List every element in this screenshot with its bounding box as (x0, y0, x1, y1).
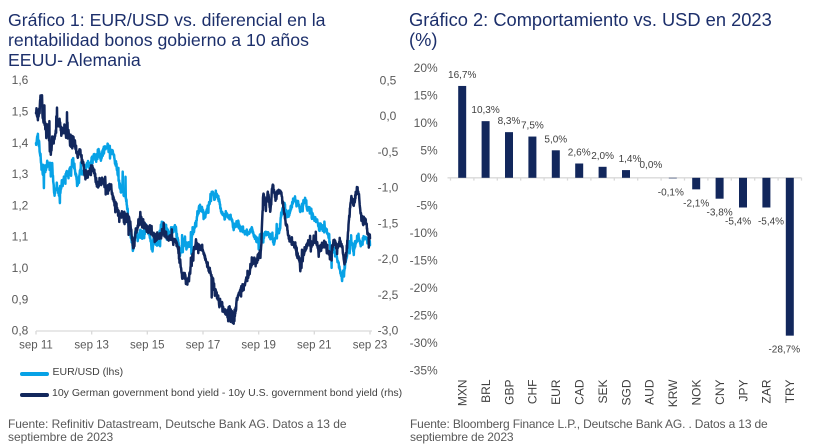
svg-text:1,2: 1,2 (12, 198, 29, 212)
svg-text:10%: 10% (414, 116, 438, 130)
svg-text:sep 13: sep 13 (74, 340, 109, 352)
svg-text:5,0%: 5,0% (544, 134, 567, 145)
svg-text:1,3: 1,3 (12, 167, 29, 181)
svg-text:-35%: -35% (410, 364, 438, 378)
svg-text:-28,7%: -28,7% (768, 345, 800, 356)
svg-text:CHF: CHF (526, 380, 540, 405)
svg-text:EUR: EUR (549, 379, 563, 405)
svg-text:sep 15: sep 15 (130, 340, 165, 352)
svg-text:20%: 20% (414, 61, 438, 75)
svg-text:-1,5: -1,5 (378, 216, 399, 230)
svg-text:1,4: 1,4 (12, 136, 29, 150)
svg-text:GBP: GBP (502, 380, 516, 405)
svg-text:-10%: -10% (410, 226, 438, 240)
svg-text:0,5: 0,5 (380, 73, 397, 87)
svg-text:0,0: 0,0 (380, 109, 397, 123)
svg-text:1,4%: 1,4% (619, 154, 642, 165)
svg-text:1,5: 1,5 (12, 105, 29, 119)
svg-text:0,0%: 0,0% (640, 160, 663, 171)
svg-text:0%: 0% (420, 171, 438, 185)
svg-text:1,6: 1,6 (12, 73, 29, 87)
svg-text:-5,4%: -5,4% (725, 217, 751, 228)
svg-text:16,7%: 16,7% (448, 70, 476, 81)
svg-text:CAD: CAD (573, 379, 587, 405)
svg-text:SEK: SEK (596, 380, 610, 404)
svg-text:10,3%: 10,3% (471, 105, 499, 116)
svg-text:-30%: -30% (410, 336, 438, 350)
svg-text:0,9: 0,9 (12, 292, 29, 306)
svg-text:NOK: NOK (690, 380, 704, 406)
svg-text:-5%: -5% (416, 199, 438, 213)
svg-text:KRW: KRW (666, 379, 680, 407)
svg-text:AUD: AUD (643, 379, 657, 405)
svg-text:-15%: -15% (410, 254, 438, 268)
svg-text:-2,5: -2,5 (378, 288, 399, 302)
svg-text:JPY: JPY (736, 380, 750, 402)
svg-text:8,3%: 8,3% (498, 116, 521, 127)
svg-text:sep 19: sep 19 (241, 340, 276, 352)
svg-text:2,0%: 2,0% (591, 151, 614, 162)
svg-text:sep 21: sep 21 (297, 340, 332, 352)
svg-text:sep 23: sep 23 (353, 340, 388, 352)
svg-text:-20%: -20% (410, 281, 438, 295)
svg-text:-0,5: -0,5 (378, 145, 399, 159)
svg-text:CNY: CNY (713, 380, 727, 405)
svg-text:1,1: 1,1 (12, 230, 29, 244)
svg-text:-1,0: -1,0 (378, 181, 399, 195)
svg-text:-0,1%: -0,1% (658, 187, 684, 198)
svg-text:1,0: 1,0 (12, 261, 29, 275)
svg-text:-3,8%: -3,8% (707, 208, 733, 219)
svg-text:5%: 5% (420, 144, 438, 158)
svg-text:TRY: TRY (783, 380, 797, 404)
svg-text:BRL: BRL (479, 379, 493, 403)
svg-text:-2,0: -2,0 (378, 252, 399, 266)
svg-text:sep 11: sep 11 (19, 340, 53, 352)
svg-text:7,5%: 7,5% (521, 121, 544, 132)
svg-text:0,8: 0,8 (12, 324, 29, 338)
svg-text:-25%: -25% (410, 309, 438, 323)
svg-text:-3,0: -3,0 (378, 324, 399, 338)
svg-text:15%: 15% (414, 89, 438, 103)
svg-text:SGD: SGD (619, 379, 633, 405)
svg-text:-5,4%: -5,4% (758, 217, 784, 228)
svg-text:sep 17: sep 17 (186, 340, 221, 352)
svg-text:-2,1%: -2,1% (683, 198, 709, 209)
svg-text:MXN: MXN (456, 380, 470, 407)
svg-text:2,6%: 2,6% (568, 148, 591, 159)
svg-text:ZAR: ZAR (760, 379, 774, 403)
